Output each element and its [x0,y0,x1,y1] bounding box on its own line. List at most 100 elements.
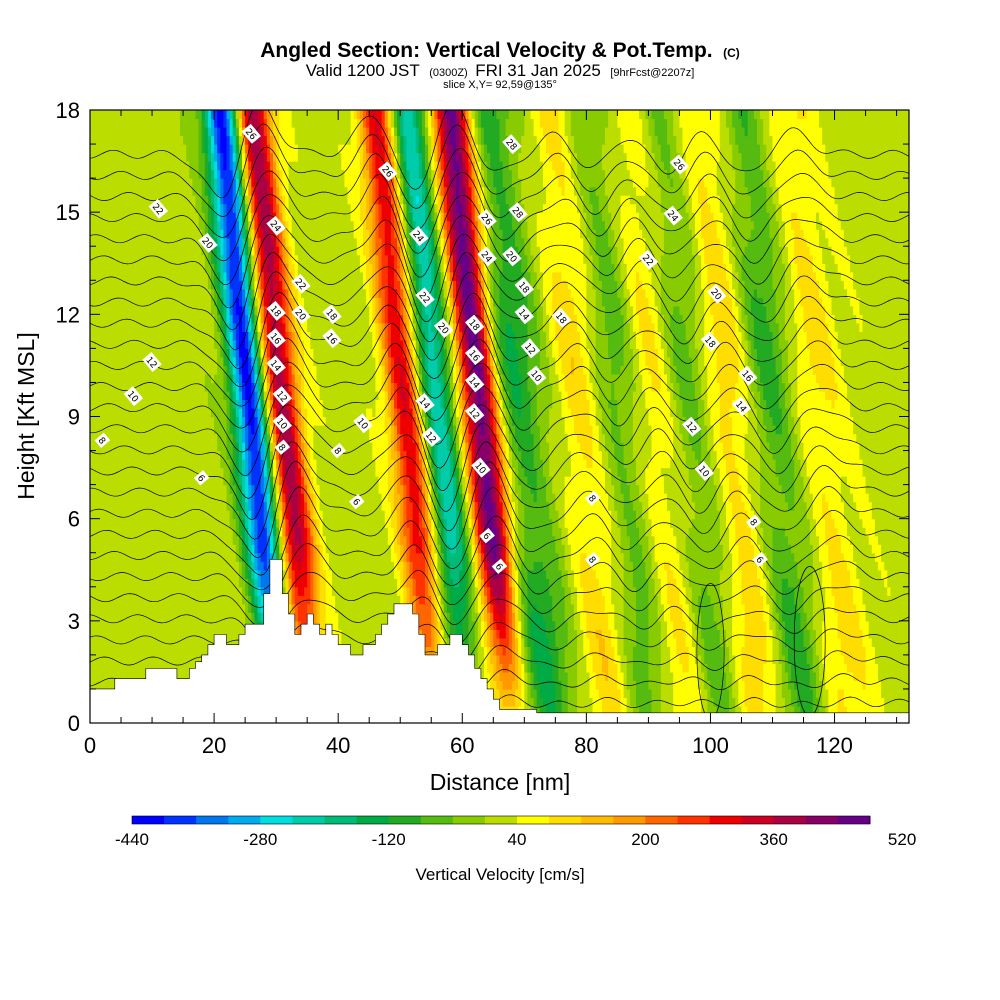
velocity-cell [291,399,296,409]
velocity-cell [487,459,491,469]
velocity-cell [564,510,612,520]
velocity-cell [834,603,857,613]
velocity-cell [304,339,311,349]
velocity-cell [490,390,494,401]
velocity-cell [226,297,231,307]
velocity-cell [415,348,420,358]
velocity-cell [483,416,488,426]
velocity-cell [291,246,296,256]
velocity-cell [465,305,476,315]
velocity-cell [415,459,420,469]
velocity-cell [235,407,240,418]
velocity-cell [294,425,299,435]
velocity-cell [812,561,823,571]
velocity-cell [781,646,789,656]
velocity-cell [691,373,702,384]
velocity-cell [480,527,485,537]
velocity-cell [499,535,504,545]
velocity-cell [527,476,538,486]
velocity-cell [511,476,516,486]
velocity-cell [242,476,246,486]
velocity-cell [459,271,463,281]
velocity-cell [468,254,473,264]
velocity-cell [698,416,705,426]
velocity-cell [319,382,377,392]
velocity-cell [657,314,665,324]
velocity-cell [471,442,476,452]
velocity-cell [434,433,448,443]
velocity-cell [459,450,463,460]
velocity-cell [384,339,389,349]
velocity-cell [245,331,249,341]
velocity-cell [772,637,780,647]
velocity-cell [626,271,637,281]
velocity-cell [434,595,439,605]
velocity-cell [598,263,615,273]
velocity-cell [515,603,519,613]
velocity-cell [462,476,466,486]
velocity-cell [375,331,380,341]
velocity-cell [552,663,560,673]
velocity-cell [651,450,674,460]
velocity-cell [456,390,460,401]
velocity-cell [521,459,535,469]
velocity-cell [577,322,587,332]
velocity-cell [254,382,259,392]
velocity-cell [397,407,401,418]
velocity-cell [214,288,218,298]
velocity-cell [592,390,600,401]
velocity-cell [694,390,702,401]
velocity-cell [465,365,470,375]
velocity-cell [449,297,454,307]
velocity-cell [214,331,221,341]
velocity-cell [570,586,578,596]
velocity-cell [698,680,705,690]
velocity-cell [806,339,833,349]
velocity-cell [412,382,417,392]
velocity-cell [694,314,705,324]
velocity-cell [499,629,507,639]
velocity-cell [701,280,708,290]
velocity-cell [800,612,808,622]
velocity-cell [530,390,538,401]
velocity-cell [753,322,770,332]
velocity-cell [698,365,708,375]
velocity-cell [226,263,231,273]
velocity-cell [874,518,909,528]
velocity-cell [477,654,485,664]
velocity-cell [440,552,445,562]
velocity-cell [372,331,377,341]
velocity-cell [521,586,529,596]
velocity-cell [530,407,538,418]
velocity-cell [242,484,246,494]
velocity-cell [319,612,327,622]
velocity-cell [704,637,721,647]
velocity-cell [434,561,439,571]
velocity-cell [288,595,293,605]
velocity-cell [446,305,451,315]
velocity-cell [449,459,454,469]
velocity-cell [511,578,516,588]
velocity-cell [412,603,417,613]
velocity-cell [282,339,287,349]
velocity-cell [480,535,485,545]
velocity-cell [502,476,507,486]
velocity-cell [288,263,296,273]
velocity-cell [214,297,218,307]
velocity-cell [716,450,724,460]
velocity-cell [483,620,488,630]
velocity-cell [819,663,826,673]
velocity-cell [760,373,780,384]
velocity-cell [474,263,479,273]
velocity-cell [710,450,718,460]
velocity-cell [729,688,733,699]
velocity-cell [449,612,454,622]
velocity-cell [617,288,625,298]
velocity-cell [533,637,550,647]
velocity-cell [446,280,451,290]
velocity-cell [248,254,252,264]
velocity-cell [580,339,587,349]
velocity-cell [490,280,494,290]
velocity-cell [493,382,497,392]
velocity-cell [589,407,597,418]
